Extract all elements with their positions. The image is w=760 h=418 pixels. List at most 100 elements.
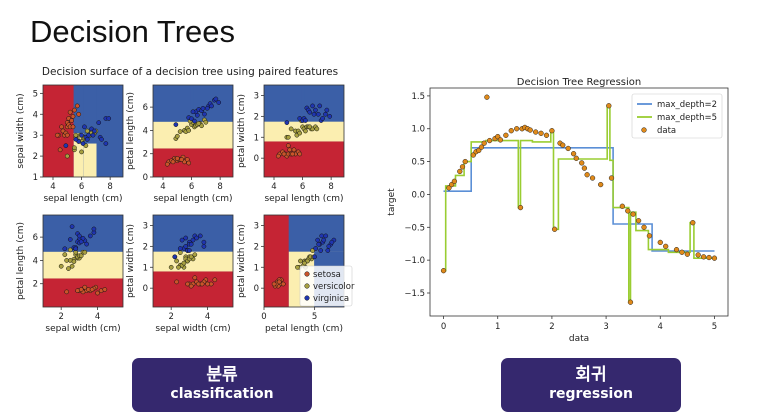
data-point-setosa	[164, 161, 170, 167]
data-point	[457, 168, 463, 175]
data-point	[486, 137, 493, 144]
y-tick-label: 2	[143, 150, 148, 160]
data-point-virginica	[69, 224, 75, 229]
regression-button[interactable]: 회귀 regression	[501, 358, 681, 412]
x-tick-label: 4	[50, 182, 55, 192]
data-point	[679, 249, 685, 255]
subplot-frame	[263, 84, 345, 178]
data-point-versicolor	[295, 264, 300, 270]
x-tick-label: 2	[168, 312, 173, 322]
data-point	[684, 251, 691, 257]
classification-english-label: classification	[170, 386, 274, 402]
data-point-setosa	[287, 147, 293, 153]
data-point-virginica	[216, 100, 222, 105]
data-point	[497, 137, 504, 143]
data-point	[673, 246, 680, 253]
data-point-virginica	[80, 141, 86, 146]
data-point	[533, 129, 539, 135]
data-point-versicolor	[73, 132, 79, 138]
data-point-setosa	[69, 118, 74, 123]
legend-label: max_depth=2	[657, 100, 717, 110]
legend-marker-setosa	[304, 271, 310, 277]
left-chart-title: Decision surface of a decision tree usin…	[42, 66, 338, 78]
data-point-virginica	[63, 143, 69, 148]
data-point-versicolor	[303, 128, 308, 134]
data-point	[573, 155, 579, 161]
data-point	[462, 158, 468, 165]
y-tick-label: 1	[254, 133, 259, 143]
y-tick-label: 6	[33, 233, 38, 243]
y-tick-label: 3	[254, 221, 259, 231]
data-point	[579, 160, 585, 166]
legend-marker	[641, 127, 647, 133]
decision-region	[153, 148, 233, 177]
subplot: 2 4 2 4 6 sepal width (cm) petal length (cm)	[16, 214, 124, 334]
y-tick-label: 1	[143, 263, 148, 273]
data-point-virginica	[90, 132, 96, 138]
data-point-virginica	[310, 103, 315, 109]
x-tick-label: 4	[205, 312, 210, 322]
data-point	[503, 132, 509, 138]
data-point-setosa	[64, 289, 69, 295]
y-tick-label: 4	[143, 126, 148, 136]
data-point-virginica	[192, 118, 197, 124]
y-tick-label: 2	[33, 280, 38, 290]
y-axis-label: petal length (cm)	[16, 222, 26, 300]
data-point-versicolor	[285, 134, 291, 140]
data-point-setosa	[70, 124, 76, 130]
y-axis-label: petal width (cm)	[126, 224, 136, 298]
data-point-virginica	[320, 116, 325, 121]
data-point-setosa	[170, 159, 176, 165]
data-point-versicolor	[196, 121, 202, 126]
x-axis-label: sepal width (cm)	[45, 324, 120, 334]
data-point-setosa	[291, 147, 297, 153]
decision-region	[153, 215, 233, 252]
data-point-virginica	[96, 120, 102, 125]
data-point-setosa	[280, 281, 286, 287]
data-point-virginica	[103, 141, 109, 146]
data-point-virginica	[313, 246, 318, 251]
y-tick-label: 0.5	[411, 158, 425, 168]
y-tick-label: 3	[254, 91, 259, 101]
data-point-versicolor	[72, 145, 77, 151]
data-point	[663, 243, 669, 250]
data-point-virginica	[313, 107, 318, 113]
classification-button[interactable]: 분류 classification	[132, 358, 312, 412]
data-point-versicolor	[82, 249, 88, 255]
data-point-virginica	[84, 137, 90, 142]
data-point-setosa	[57, 147, 63, 153]
data-point	[538, 130, 544, 136]
y-axis-label: petal width (cm)	[237, 94, 247, 168]
data-point-versicolor	[302, 260, 307, 266]
data-point	[627, 299, 634, 305]
data-point-virginica	[315, 111, 321, 117]
decision-region	[288, 215, 344, 252]
data-point-versicolor	[288, 126, 294, 132]
data-point-versicolor	[203, 119, 209, 125]
data-point-virginica	[91, 226, 97, 232]
data-point-virginica	[67, 237, 73, 242]
data-point-versicolor	[67, 247, 73, 253]
y-tick-label: 5	[33, 89, 38, 99]
data-point	[570, 151, 577, 157]
data-point-setosa	[276, 279, 282, 285]
data-point-virginica	[325, 248, 331, 253]
data-point-virginica	[177, 246, 183, 251]
data-point	[481, 140, 487, 146]
data-point-virginica	[194, 112, 200, 118]
data-point-versicolor	[192, 252, 198, 258]
data-point-virginica	[173, 122, 179, 127]
data-point-virginica	[303, 118, 308, 123]
legend-label-virginica: virginica	[313, 294, 349, 304]
x-tick-label: 2	[58, 312, 63, 322]
data-point-setosa	[72, 107, 77, 113]
x-axis-label: sepal length (cm)	[264, 194, 343, 204]
data-point-virginica	[84, 241, 89, 247]
x-tick-label: 3	[603, 322, 608, 332]
subplot-frame	[42, 214, 124, 308]
data-point	[589, 175, 596, 181]
legend-label: data	[657, 126, 676, 136]
y-tick-label: 1	[33, 173, 38, 183]
x-axis-label: petal length (cm)	[265, 324, 343, 334]
data-point	[484, 94, 490, 100]
